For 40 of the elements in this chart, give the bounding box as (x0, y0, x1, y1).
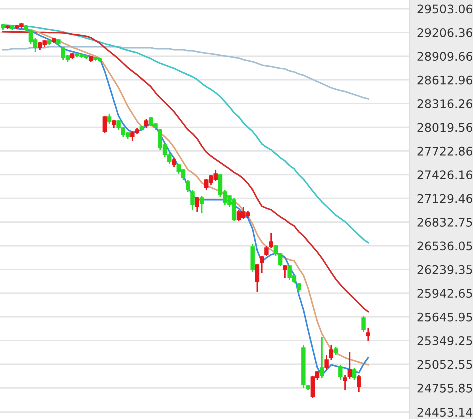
candlestick (250, 243, 255, 273)
candlestick (172, 157, 176, 168)
y-tick-label: 29206.36 (418, 28, 473, 38)
y-tick-label: 29503.06 (418, 4, 473, 14)
candlestick (181, 168, 186, 181)
y-tick-label: 26536.05 (418, 242, 472, 251)
candlestick (320, 336, 324, 379)
candlestick (352, 367, 357, 381)
y-tick-label: 27129.46 (418, 194, 473, 204)
candlestick (255, 263, 260, 293)
y-tick-label: 25349.25 (418, 336, 472, 346)
candlestick (107, 113, 112, 125)
y-tick-label: 24755.85 (418, 384, 472, 393)
y-tick-label: 26832.75 (418, 218, 472, 227)
candlestick (283, 264, 288, 279)
y-tick-label: 28316.26 (418, 100, 473, 108)
candlestick (144, 118, 149, 129)
candlestick (357, 374, 362, 393)
y-tick-label: 28612.96 (418, 76, 473, 85)
candlestick (260, 255, 264, 274)
y-tick-label: 28909.66 (418, 52, 473, 62)
y-tick-label: 25942.65 (418, 289, 472, 298)
y-tick-label: 26239.35 (418, 265, 472, 274)
candlestick (28, 29, 34, 45)
y-tick-label: 27722.86 (418, 146, 473, 156)
y-tick-label: 27426.16 (418, 170, 473, 180)
candlestick (296, 282, 302, 293)
line-series (2, 31, 370, 313)
y-tick-label: 24453.14 (418, 408, 473, 418)
candlestick (338, 364, 343, 381)
candlestick (200, 195, 204, 214)
candlestick (366, 327, 371, 342)
candlestick (362, 315, 366, 333)
candlestick (195, 196, 200, 213)
y-tick-label: 25645.95 (418, 312, 472, 322)
candlestick (102, 115, 108, 134)
candlestick (236, 209, 242, 222)
candlestick (310, 375, 316, 399)
y-tick-label: 28019.56 (418, 123, 473, 132)
y-tick-label: 25052.55 (418, 360, 472, 370)
